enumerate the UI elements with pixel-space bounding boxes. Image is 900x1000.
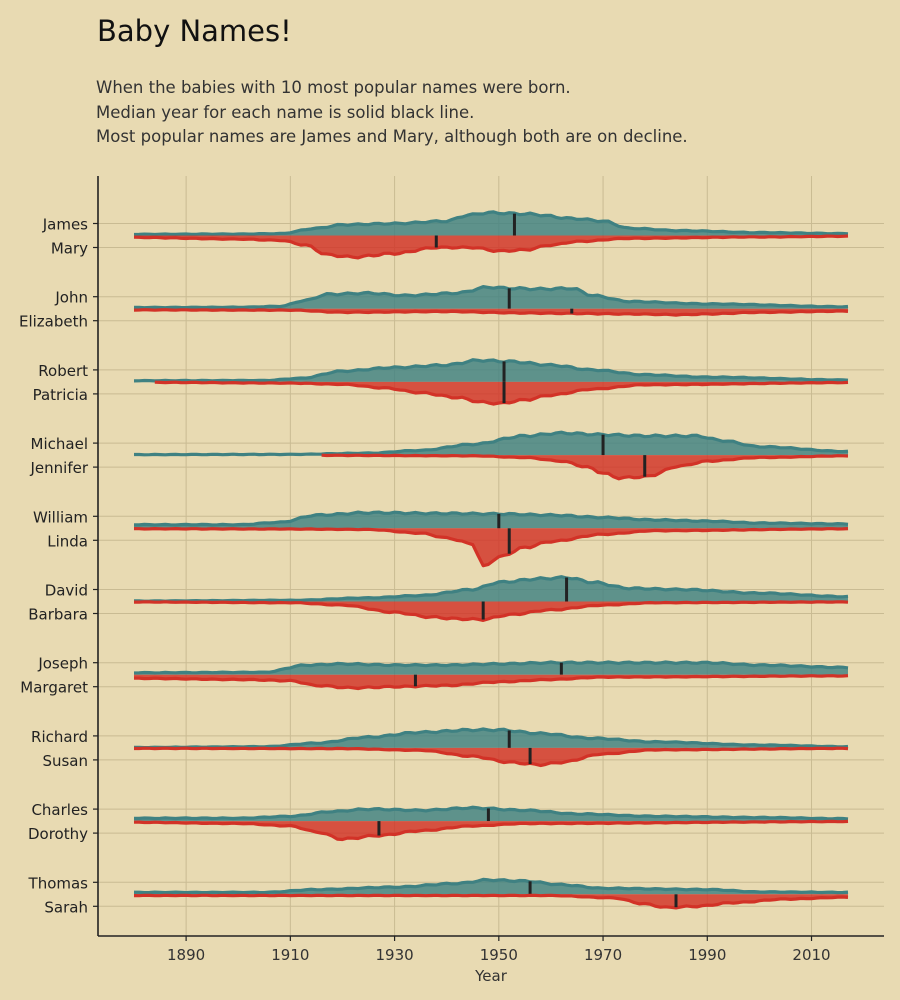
male-area-joseph xyxy=(134,662,848,675)
series-layer xyxy=(133,210,849,910)
female-area-susan xyxy=(134,747,848,766)
x-tick-label: 1890 xyxy=(167,946,205,964)
male-line-charles xyxy=(134,805,849,821)
male-line-john xyxy=(133,285,849,310)
male-line-thomas xyxy=(134,877,849,895)
male-line-william xyxy=(134,510,849,527)
x-tick-label: 1930 xyxy=(375,946,413,964)
male-line-joseph xyxy=(133,660,849,675)
x-tick-label: 1990 xyxy=(688,946,726,964)
subtitle-line: Median year for each name is solid black… xyxy=(96,102,475,122)
name-label-sarah: Sarah xyxy=(44,898,88,916)
female-area-linda xyxy=(134,528,848,566)
name-label-michael: Michael xyxy=(31,435,88,453)
male-line-james xyxy=(133,210,849,237)
name-pair-william-linda xyxy=(133,510,849,568)
name-pair-robert-patricia xyxy=(133,358,849,406)
name-label-william: William xyxy=(33,508,88,526)
female-line-margaret xyxy=(134,674,849,691)
name-label-david: David xyxy=(45,582,88,600)
name-label-richard: Richard xyxy=(31,728,88,746)
name-label-linda: Linda xyxy=(47,532,88,550)
name-pair-thomas-sarah xyxy=(133,877,849,910)
female-line-mary xyxy=(133,234,849,260)
male-area-david xyxy=(134,576,848,602)
male-line-robert xyxy=(133,358,849,383)
male-line-richard xyxy=(134,727,849,750)
female-area-dorothy xyxy=(134,821,848,840)
x-tick-label: 1950 xyxy=(480,946,518,964)
female-area-mary xyxy=(134,235,848,258)
name-label-robert: Robert xyxy=(38,362,88,380)
female-line-barbara xyxy=(134,600,849,623)
name-label-thomas: Thomas xyxy=(28,874,89,892)
female-area-sarah xyxy=(134,894,848,908)
female-area-patricia xyxy=(154,381,849,405)
name-label-joseph: Joseph xyxy=(37,655,88,673)
name-pair-james-mary xyxy=(133,210,849,260)
name-label-barbara: Barbara xyxy=(28,606,88,624)
female-line-susan xyxy=(134,746,849,768)
name-pair-michael-jennifer xyxy=(134,430,849,481)
female-line-jennifer xyxy=(321,453,849,481)
name-pair-richard-susan xyxy=(134,727,849,768)
chart-subtitle: When the babies with 10 most popular nam… xyxy=(96,76,688,150)
female-line-dorothy xyxy=(133,819,849,842)
female-line-elizabeth xyxy=(133,308,849,317)
x-tick-label: 1970 xyxy=(584,946,622,964)
name-label-charles: Charles xyxy=(31,801,88,819)
name-label-susan: Susan xyxy=(42,752,88,770)
female-line-linda xyxy=(133,526,849,568)
name-pair-david-barbara xyxy=(134,575,849,623)
name-pair-joseph-margaret xyxy=(133,660,849,691)
x-tick-label: 1910 xyxy=(271,946,309,964)
subtitle-line: Most popular names are James and Mary, a… xyxy=(96,127,688,146)
male-line-michael xyxy=(134,430,849,457)
name-label-patricia: Patricia xyxy=(33,386,88,404)
name-pair-john-elizabeth xyxy=(133,285,849,317)
male-line-david xyxy=(134,575,849,603)
name-label-mary: Mary xyxy=(51,240,88,258)
subtitle-line: When the babies with 10 most popular nam… xyxy=(96,78,571,97)
name-label-jennifer: Jennifer xyxy=(29,459,88,477)
x-tick-label: 2010 xyxy=(792,946,830,964)
x-axis-title: Year xyxy=(474,967,508,985)
female-area-barbara xyxy=(134,601,848,621)
name-label-dorothy: Dorothy xyxy=(28,825,88,843)
name-label-james: James xyxy=(42,216,88,234)
name-pair-charles-dorothy xyxy=(133,805,849,842)
female-area-jennifer xyxy=(321,455,849,479)
female-line-patricia xyxy=(154,380,849,406)
axis-layer: Year 1890 1910 1930 1950 1970 1990 2010 James Ma… xyxy=(19,176,884,985)
name-label-margaret: Margaret xyxy=(20,679,88,697)
name-label-elizabeth: Elizabeth xyxy=(19,313,88,331)
name-label-john: John xyxy=(54,289,88,307)
female-line-sarah xyxy=(133,893,849,910)
chart-title: Baby Names! xyxy=(97,14,292,48)
